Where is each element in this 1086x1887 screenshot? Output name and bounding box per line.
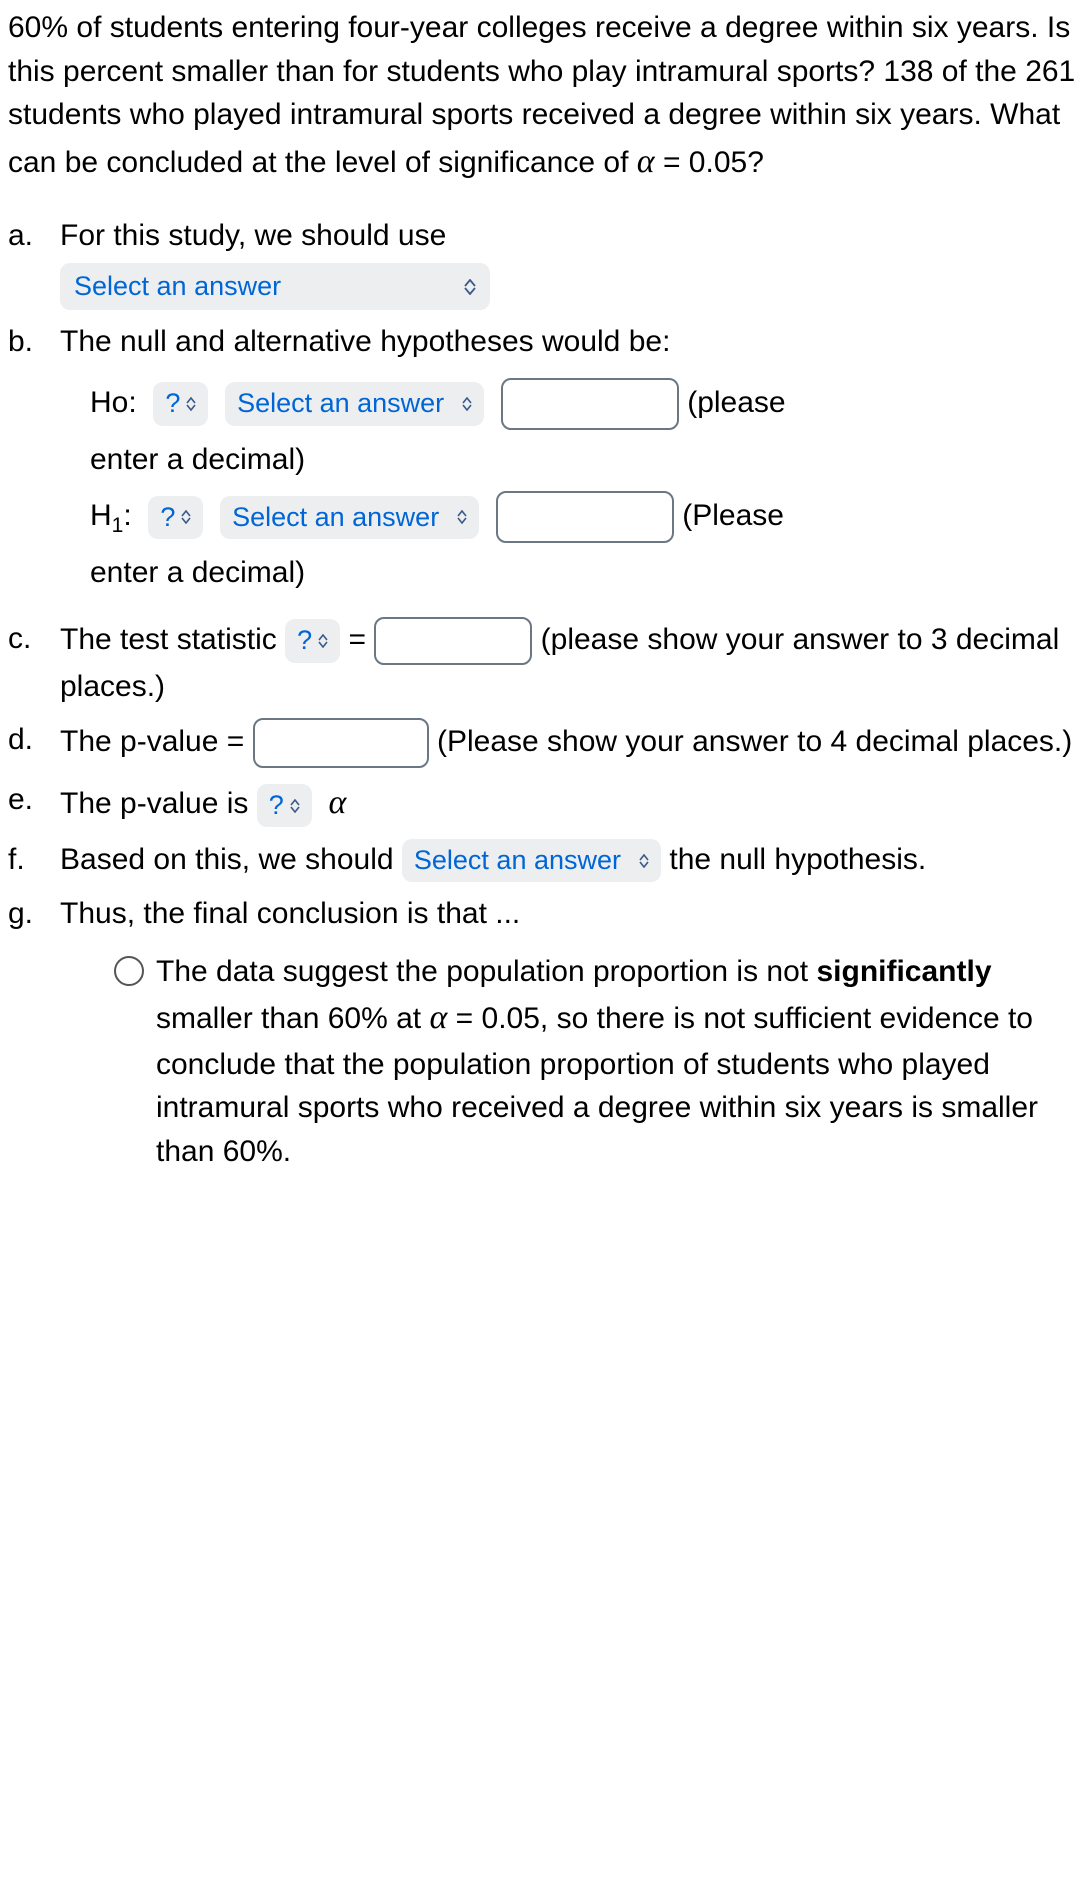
h0-value-input[interactable] [501, 378, 679, 430]
marker-a: a. [8, 214, 33, 258]
marker-g: g. [8, 892, 33, 936]
select-label: ? [160, 498, 175, 537]
pvalue-compare-select[interactable]: ? [257, 784, 312, 827]
part-d-post: (Please show your answer to 4 decimal pl… [437, 725, 1072, 758]
select-label: Select an answer [414, 841, 621, 880]
chevron-updown-icon [462, 397, 472, 411]
part-b: b. The null and alternative hypotheses w… [60, 320, 1078, 595]
h1-param-select[interactable]: ? [148, 496, 203, 539]
select-label: ? [165, 384, 180, 423]
alpha-symbol: α [328, 784, 346, 821]
part-b-text: The null and alternative hypotheses woul… [60, 325, 670, 358]
test-stat-symbol-select[interactable]: ? [285, 619, 340, 662]
chevron-updown-icon [639, 854, 649, 868]
question-intro: 60% of students entering four-year colle… [8, 6, 1078, 186]
chevron-updown-icon [186, 397, 196, 411]
marker-b: b. [8, 320, 33, 364]
test-stat-input[interactable] [374, 617, 532, 665]
part-d-pre: The p-value = [60, 725, 253, 758]
select-label: ? [269, 786, 284, 825]
part-e: e. The p-value is ? α [60, 778, 1078, 827]
part-c-pre: The test statistic [60, 623, 285, 656]
intro-eq: = 0.05? [655, 146, 764, 179]
conclusion-option-1[interactable]: The data suggest the population proporti… [60, 950, 1078, 1173]
pvalue-input[interactable] [253, 718, 429, 768]
h1-label: H1: [90, 499, 132, 532]
question-parts: a. For this study, we should use Select … [8, 214, 1078, 1173]
h0-hint: (please [687, 386, 785, 419]
chevron-updown-icon [464, 279, 476, 295]
marker-d: d. [8, 718, 33, 762]
part-f-pre: Based on this, we should [60, 843, 402, 876]
h1-operator-select[interactable]: Select an answer [220, 496, 479, 539]
part-g: g. Thus, the final conclusion is that ..… [60, 892, 1078, 1173]
chevron-updown-icon [318, 634, 328, 648]
chevron-updown-icon [290, 799, 300, 813]
decision-select[interactable]: Select an answer [402, 839, 661, 882]
marker-e: e. [8, 778, 33, 822]
part-f: f. Based on this, we should Select an an… [60, 838, 1078, 883]
part-e-pre: The p-value is [60, 787, 257, 820]
intro-text: 60% of students entering four-year colle… [8, 11, 1075, 179]
select-label: ? [297, 621, 312, 660]
radio-icon [114, 956, 144, 986]
conclusion-option-1-text: The data suggest the population proporti… [156, 950, 1078, 1173]
part-f-post: the null hypothesis. [669, 843, 926, 876]
chevron-updown-icon [457, 510, 467, 524]
study-type-select[interactable]: Select an answer [60, 263, 490, 310]
equals-sign: = [348, 623, 374, 656]
h0-param-select[interactable]: ? [153, 382, 208, 425]
h0-hint-cont: enter a decimal) [90, 443, 305, 476]
alpha-symbol: α [637, 143, 655, 180]
h0-label: Ho: [90, 386, 137, 419]
part-d: d. The p-value = (Please show your answe… [60, 718, 1078, 768]
h1-hint: (Please [682, 499, 784, 532]
marker-f: f. [8, 838, 25, 882]
select-label: Select an answer [74, 267, 281, 306]
part-a-text: For this study, we should use [60, 219, 446, 252]
h1-hint-cont: enter a decimal) [90, 556, 305, 589]
marker-c: c. [8, 617, 31, 661]
part-c: c. The test statistic ? = (please show y… [60, 617, 1078, 709]
h0-operator-select[interactable]: Select an answer [225, 382, 484, 425]
select-label: Select an answer [232, 498, 439, 537]
part-a: a. For this study, we should use Select … [60, 214, 1078, 311]
part-g-text: Thus, the final conclusion is that ... [60, 897, 520, 930]
select-label: Select an answer [237, 384, 444, 423]
chevron-updown-icon [181, 510, 191, 524]
h1-value-input[interactable] [496, 491, 674, 543]
